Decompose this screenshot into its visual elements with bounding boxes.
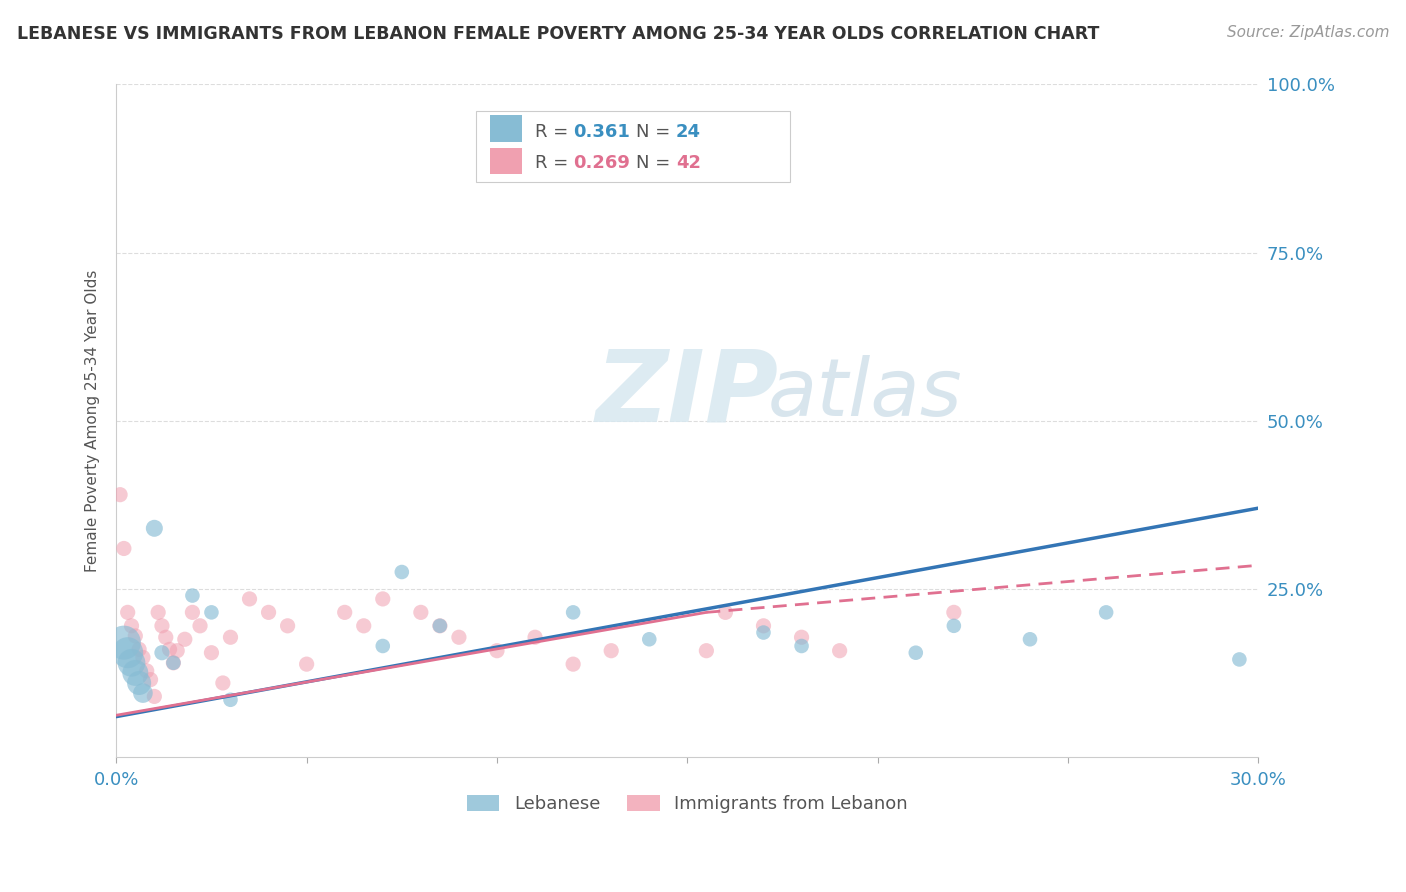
Text: N =: N = <box>636 154 676 172</box>
Point <box>162 656 184 670</box>
Point <box>238 591 260 606</box>
Point <box>143 690 166 704</box>
Point <box>485 643 508 657</box>
Point <box>257 606 280 620</box>
Text: ZIP: ZIP <box>596 345 779 442</box>
Point <box>112 635 135 649</box>
Point <box>173 632 195 647</box>
Point <box>1019 632 1042 647</box>
Point <box>752 625 775 640</box>
Point <box>752 619 775 633</box>
Point <box>429 619 451 633</box>
Point <box>135 664 157 678</box>
FancyBboxPatch shape <box>489 115 522 142</box>
Point <box>219 630 242 644</box>
Point <box>942 619 965 633</box>
Point <box>108 488 131 502</box>
Point <box>790 639 813 653</box>
Point <box>124 665 146 680</box>
Point <box>904 646 927 660</box>
Point <box>117 646 139 660</box>
Text: N =: N = <box>636 122 676 141</box>
Point <box>128 642 150 657</box>
Point <box>638 632 661 647</box>
Point <box>600 643 623 657</box>
Point <box>409 606 432 620</box>
Point <box>166 643 188 657</box>
Point <box>391 565 413 579</box>
Point <box>139 673 162 687</box>
Point <box>371 639 394 653</box>
Point <box>112 541 135 556</box>
Point <box>132 650 155 665</box>
Point <box>1095 606 1118 620</box>
Point <box>695 643 717 657</box>
Point <box>117 606 139 620</box>
FancyBboxPatch shape <box>489 147 522 174</box>
Point <box>162 656 184 670</box>
Point <box>714 606 737 620</box>
Text: atlas: atlas <box>768 355 962 433</box>
Point <box>828 643 851 657</box>
Point <box>353 619 375 633</box>
Point <box>143 521 166 535</box>
Point <box>121 619 143 633</box>
Text: 24: 24 <box>676 122 702 141</box>
Text: R =: R = <box>536 122 575 141</box>
Point <box>1229 652 1251 666</box>
Point <box>277 619 299 633</box>
FancyBboxPatch shape <box>477 112 790 182</box>
Point <box>181 589 204 603</box>
Text: 0.269: 0.269 <box>574 154 630 172</box>
Point <box>371 591 394 606</box>
Point <box>128 676 150 690</box>
Point <box>150 646 173 660</box>
Point <box>188 619 211 633</box>
Point <box>212 676 235 690</box>
Point <box>562 657 585 672</box>
Y-axis label: Female Poverty Among 25-34 Year Olds: Female Poverty Among 25-34 Year Olds <box>86 269 100 572</box>
Point <box>524 630 547 644</box>
Text: 0.361: 0.361 <box>574 122 630 141</box>
Text: R =: R = <box>536 154 575 172</box>
Point <box>200 606 222 620</box>
Point <box>942 606 965 620</box>
Point <box>447 630 470 644</box>
Point <box>333 606 356 620</box>
Point <box>121 656 143 670</box>
Point <box>146 606 169 620</box>
Point <box>124 629 146 643</box>
Text: LEBANESE VS IMMIGRANTS FROM LEBANON FEMALE POVERTY AMONG 25-34 YEAR OLDS CORRELA: LEBANESE VS IMMIGRANTS FROM LEBANON FEMA… <box>17 25 1099 43</box>
Point <box>155 630 177 644</box>
Point <box>181 606 204 620</box>
Text: 42: 42 <box>676 154 702 172</box>
Text: Source: ZipAtlas.com: Source: ZipAtlas.com <box>1226 25 1389 40</box>
Point <box>429 619 451 633</box>
Point <box>219 693 242 707</box>
Legend: Lebanese, Immigrants from Lebanon: Lebanese, Immigrants from Lebanon <box>458 786 917 822</box>
Point <box>159 642 181 657</box>
Point <box>295 657 318 672</box>
Point <box>200 646 222 660</box>
Point <box>790 630 813 644</box>
Point <box>150 619 173 633</box>
Point <box>562 606 585 620</box>
Point <box>132 686 155 700</box>
